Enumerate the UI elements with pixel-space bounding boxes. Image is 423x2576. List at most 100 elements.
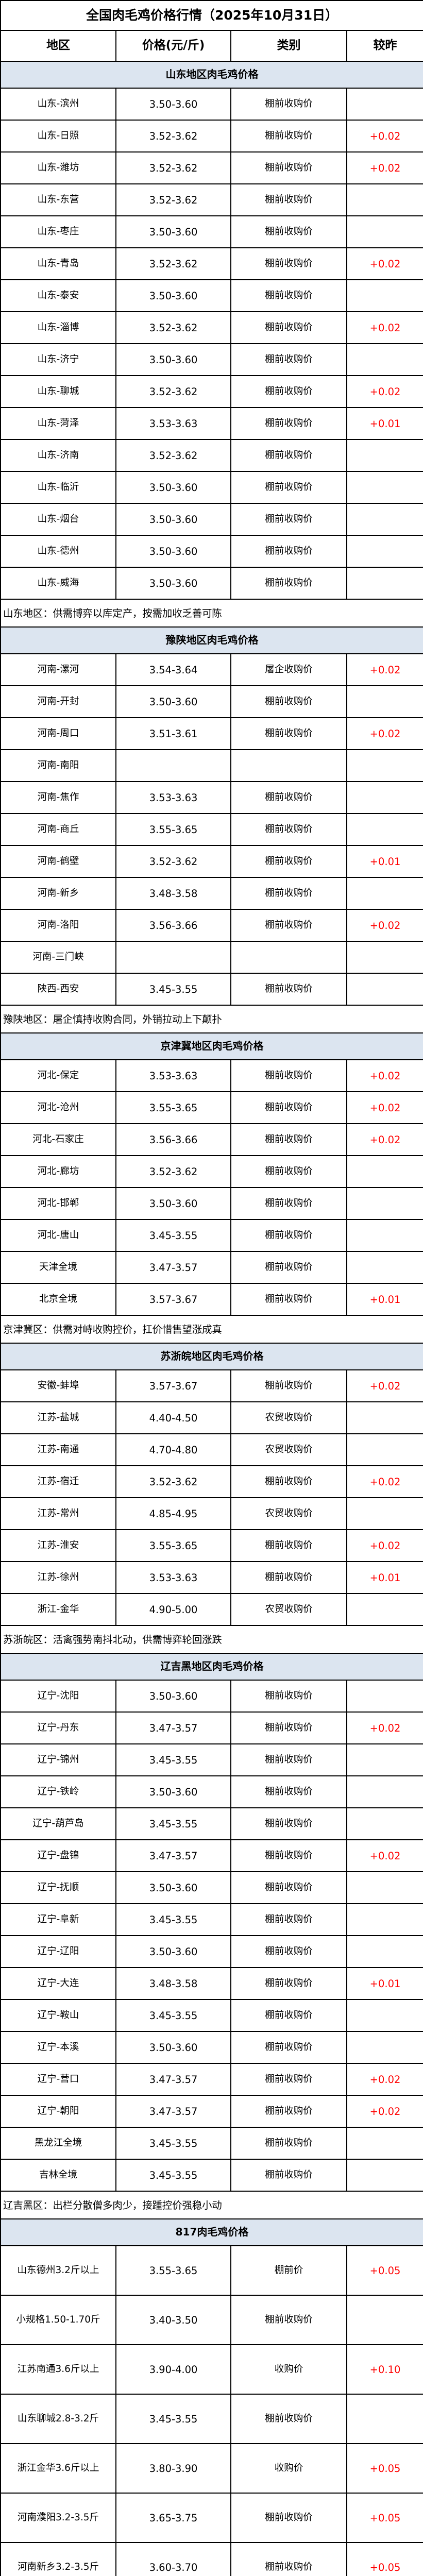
cell-type: 棚前收购价 — [230, 503, 347, 536]
cell-change — [346, 1775, 423, 1808]
table-row: 山东-日照 3.52-3.62 棚前收购价 +0.02 — [0, 120, 423, 152]
cell-type: 棚前收购价 — [230, 2031, 347, 2064]
cell-change — [346, 749, 423, 782]
cell-region: 山东-青岛 — [0, 247, 116, 280]
table-row: 山东-德州 3.50-3.60 棚前收购价 — [0, 535, 423, 568]
section-header-row: 豫陕地区肉毛鸡价格 — [0, 626, 423, 654]
cell-change — [346, 1680, 423, 1713]
cell-region: 吉林全境 — [0, 2159, 116, 2192]
cell-price: 3.56-3.66 — [115, 1123, 231, 1156]
table-row: 辽宁-辽阳 3.50-3.60 棚前收购价 — [0, 1935, 423, 1968]
cell-price: 3.53-3.63 — [115, 407, 231, 440]
table-row: 陕西-西安 3.45-3.55 棚前收购价 — [0, 973, 423, 1006]
table-row: 河南-开封 3.50-3.60 棚前收购价 — [0, 685, 423, 718]
cell-change: +0.02 — [346, 1839, 423, 1872]
table-row: 河北-唐山 3.45-3.55 棚前收购价 — [0, 1219, 423, 1252]
cell-price: 3.55-3.65 — [115, 2245, 231, 2296]
cell-change — [346, 973, 423, 1006]
cell-change: +0.01 — [346, 1283, 423, 1316]
cell-price: 3.52-3.62 — [115, 439, 231, 472]
cell-type: 棚前收购价 — [230, 2394, 347, 2444]
cell-change — [346, 1251, 423, 1284]
table-row: 江苏-宿迁 3.52-3.62 棚前收购价 +0.02 — [0, 1465, 423, 1498]
table-row: 浙江-金华 4.90-5.00 农贸收购价 — [0, 1593, 423, 1626]
cell-price: 3.50-3.60 — [115, 567, 231, 600]
cell-region: 河北-廊坊 — [0, 1155, 116, 1188]
section-commentary-row: 苏浙皖区：活禽强势南抖北动，供需博弈轮回涨跌 — [0, 1625, 423, 1654]
cell-price: 3.50-3.60 — [115, 1775, 231, 1808]
cell-type: 棚前收购价 — [230, 1839, 347, 1872]
table-row: 江苏-徐州 3.53-3.63 棚前收购价 +0.01 — [0, 1561, 423, 1594]
cell-type: 棚前收购价 — [230, 973, 347, 1006]
cell-type: 棚前收购价 — [230, 2542, 347, 2576]
table-row: 河南-三门峡 — [0, 941, 423, 974]
cell-price: 3.65-3.75 — [115, 2493, 231, 2543]
cell-region: 山东-聊城 — [0, 375, 116, 408]
table-row: 河南-周口 3.51-3.61 棚前收购价 +0.02 — [0, 717, 423, 750]
cell-change — [346, 1433, 423, 1466]
cell-price: 3.50-3.60 — [115, 1187, 231, 1220]
cell-change — [346, 439, 423, 472]
cell-price: 3.53-3.63 — [115, 1561, 231, 1594]
cell-region: 安徽-蚌埠 — [0, 1369, 116, 1402]
cell-region: 河北-邯郸 — [0, 1187, 116, 1220]
cell-region: 辽宁-锦州 — [0, 1743, 116, 1776]
cell-price: 3.55-3.65 — [115, 813, 231, 846]
cell-region: 辽宁-营口 — [0, 2063, 116, 2096]
cell-type: 棚前收购价 — [230, 183, 347, 216]
section-header-row: 辽吉黑地区肉毛鸡价格 — [0, 1653, 423, 1681]
cell-type: 棚前收购价 — [230, 2127, 347, 2160]
cell-region: 山东-临沂 — [0, 471, 116, 504]
cell-type: 农贸收购价 — [230, 1401, 347, 1434]
cell-change — [346, 1187, 423, 1220]
cell-price: 3.45-3.55 — [115, 2127, 231, 2160]
cell-price: 4.70-4.80 — [115, 1433, 231, 1466]
table-row: 江苏-南通 4.70-4.80 农贸收购价 — [0, 1433, 423, 1466]
cell-change — [346, 1935, 423, 1968]
cell-type: 农贸收购价 — [230, 1433, 347, 1466]
cell-price — [115, 941, 231, 974]
cell-change: +0.10 — [346, 2344, 423, 2395]
section-title: 苏浙皖地区肉毛鸡价格 — [0, 1343, 423, 1370]
cell-type: 棚前收购价 — [230, 1935, 347, 1968]
cell-change — [346, 183, 423, 216]
column-header-change: 较昨 — [346, 30, 423, 62]
cell-region: 山东-淄博 — [0, 311, 116, 344]
cell-change: +0.02 — [346, 1091, 423, 1124]
table-row: 河北-沧州 3.55-3.65 棚前收购价 +0.02 — [0, 1091, 423, 1124]
cell-price: 3.45-3.55 — [115, 2159, 231, 2192]
cell-price: 3.50-3.60 — [115, 1935, 231, 1968]
table-row: 山东-枣庄 3.50-3.60 棚前收购价 — [0, 215, 423, 248]
cell-price: 3.50-3.60 — [115, 279, 231, 312]
cell-change: +0.01 — [346, 845, 423, 878]
table-row: 山东-烟台 3.50-3.60 棚前收购价 — [0, 503, 423, 536]
cell-region: 河北-保定 — [0, 1059, 116, 1092]
cell-region: 山东-烟台 — [0, 503, 116, 536]
cell-change — [346, 941, 423, 974]
cell-change — [346, 1155, 423, 1188]
cell-price: 3.50-3.60 — [115, 535, 231, 568]
table-row: 安徽-蚌埠 3.57-3.67 棚前收购价 +0.02 — [0, 1369, 423, 1402]
cell-price: 3.52-3.62 — [115, 183, 231, 216]
cell-change — [346, 535, 423, 568]
column-header-type: 类别 — [230, 30, 347, 62]
table-row: 辽宁-本溪 3.50-3.60 棚前收购价 — [0, 2031, 423, 2064]
cell-type: 棚前收购价 — [230, 311, 347, 344]
table-title-row: 全国肉毛鸡价格行情（2025年10月31日） — [0, 0, 423, 31]
cell-price: 3.57-3.67 — [115, 1283, 231, 1316]
cell-region: 河南-新乡 — [0, 877, 116, 910]
cell-type: 棚前收购价 — [230, 877, 347, 910]
cell-type: 棚前收购价 — [230, 279, 347, 312]
table-row: 北京全境 3.57-3.67 棚前收购价 +0.01 — [0, 1283, 423, 1316]
cell-price: 3.52-3.62 — [115, 1155, 231, 1188]
cell-region: 浙江-金华 — [0, 1593, 116, 1626]
cell-type: 棚前收购价 — [230, 567, 347, 600]
cell-change — [346, 567, 423, 600]
cell-price: 3.45-3.55 — [115, 2394, 231, 2444]
cell-change — [346, 1743, 423, 1776]
cell-price: 3.47-3.57 — [115, 2063, 231, 2096]
cell-price: 3.50-3.60 — [115, 471, 231, 504]
cell-change: +0.05 — [346, 2245, 423, 2296]
table-row: 吉林全境 3.45-3.55 棚前收购价 — [0, 2159, 423, 2192]
cell-type: 棚前收购价 — [230, 1187, 347, 1220]
